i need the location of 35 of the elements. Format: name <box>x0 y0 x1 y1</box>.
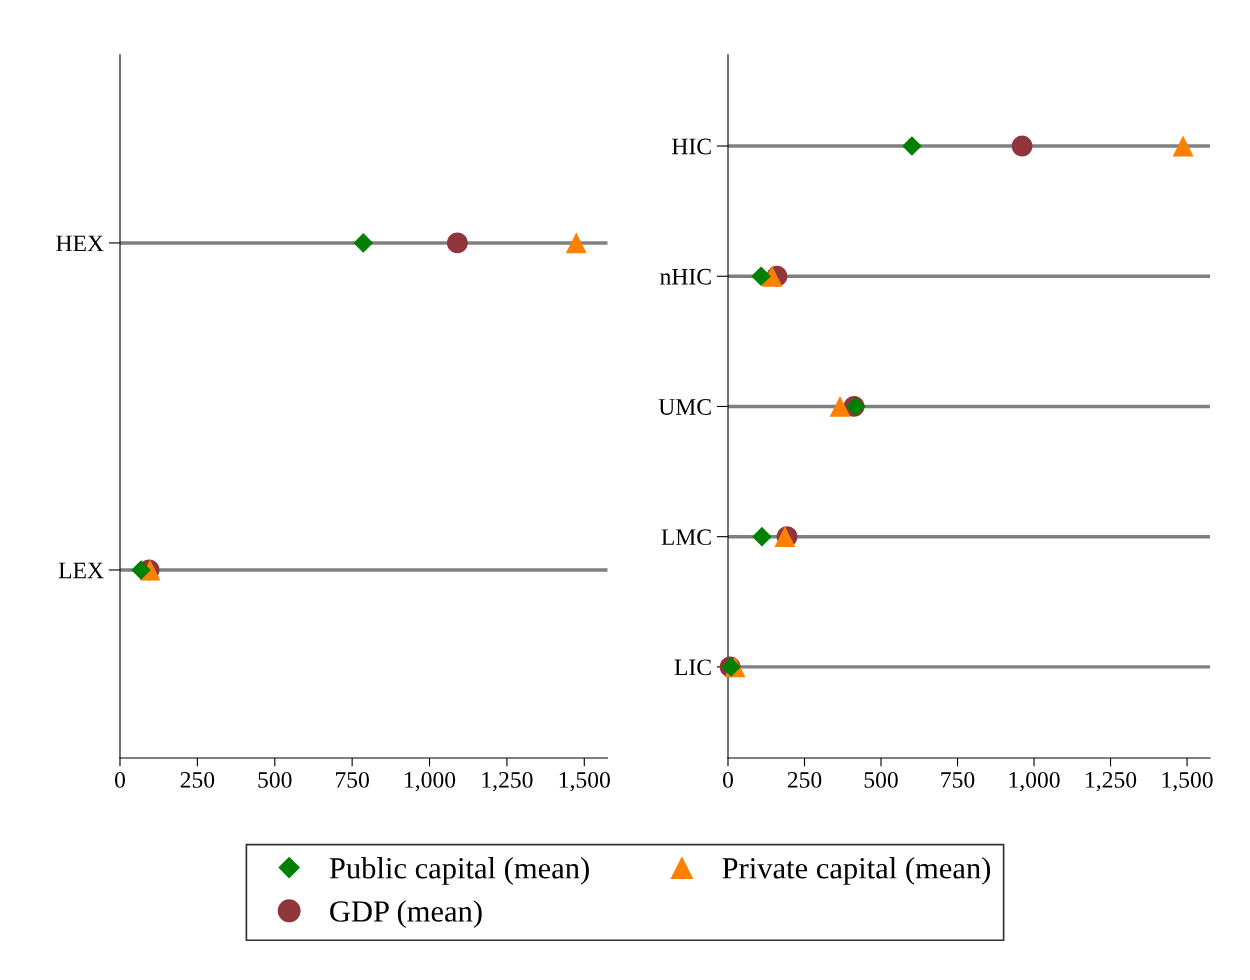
y-tick-label: LEX <box>58 562 104 579</box>
x-tick-label: 750 <box>335 771 369 788</box>
x-tick-label: 750 <box>941 771 975 788</box>
x-tick-label: 1,000 <box>405 771 456 792</box>
y-tick-label: UMC <box>658 399 711 415</box>
point <box>751 266 771 287</box>
point <box>902 136 922 156</box>
point <box>565 232 587 254</box>
y-tick-label: LMC <box>661 529 711 546</box>
legend-label: Public capital (mean) <box>329 857 589 885</box>
x-tick-label: 1,250 <box>482 771 533 792</box>
x-tick-label: 250 <box>180 771 215 788</box>
y-tick-label: HEX <box>56 235 104 252</box>
point <box>761 265 783 287</box>
x-tick-label: 1,250 <box>1086 771 1137 792</box>
point <box>446 232 468 254</box>
y-tick-label: HIC <box>672 138 711 155</box>
x-tick-label: 500 <box>864 771 898 788</box>
x-tick-label: 1,000 <box>1009 771 1060 792</box>
point <box>829 396 851 417</box>
legend-label: GDP (mean) <box>330 900 482 928</box>
x-tick-label: 0 <box>723 771 733 788</box>
x-tick-label: 250 <box>787 771 822 788</box>
y-tick-label: LIC <box>674 659 711 676</box>
point <box>1011 135 1033 157</box>
y-tick-label: nHIC <box>660 268 711 285</box>
x-tick-label: 500 <box>258 771 292 788</box>
legend-label: Private capital (mean) <box>722 857 991 885</box>
x-tick-label: 1,500 <box>559 771 610 792</box>
x-tick-label: 0 <box>115 771 125 788</box>
point <box>752 526 772 547</box>
point <box>353 233 374 253</box>
point <box>131 560 151 580</box>
point <box>1172 135 1194 157</box>
x-tick-label: 1,500 <box>1162 771 1213 792</box>
